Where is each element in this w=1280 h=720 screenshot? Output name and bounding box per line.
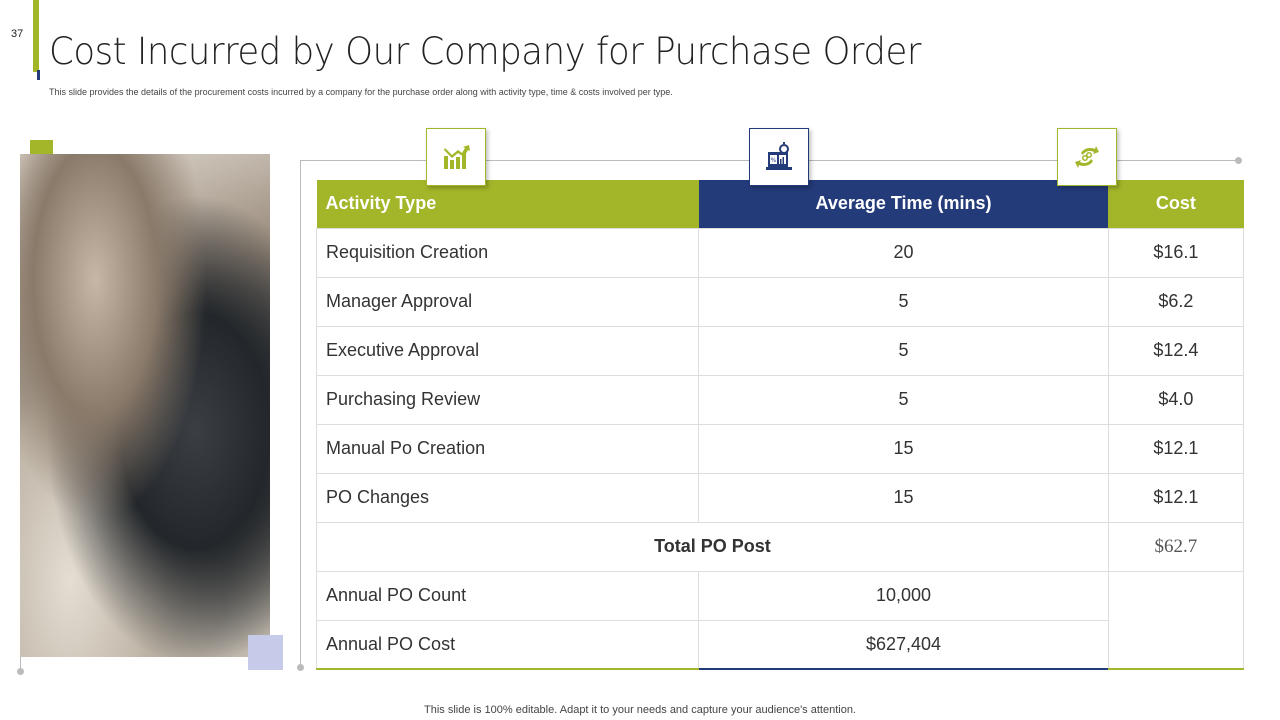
- average-time-cell: 5: [698, 276, 1109, 327]
- growth-chart-icon-box: [426, 128, 486, 186]
- cost-cell: $12.1: [1107, 423, 1245, 474]
- average-time-cell: 5: [698, 325, 1109, 376]
- average-time-cell: 5: [698, 374, 1109, 425]
- purchase-order-cost-table: Activity Type Average Time (mins) Cost R…: [315, 180, 1245, 670]
- table-row: PO Changes 15 $12.1: [315, 472, 1245, 523]
- decor-square-lavender: [248, 635, 283, 670]
- annual-label: Annual PO Count: [315, 570, 700, 621]
- table-row: Executive Approval 5 $12.4: [315, 325, 1245, 376]
- table-row-annual: Annual PO Count 10,000: [315, 570, 1245, 670]
- total-value: $62.7: [1107, 521, 1245, 572]
- stopwatch-report-icon: %: [766, 142, 792, 170]
- cost-cell: $12.4: [1107, 325, 1245, 376]
- total-label: Total PO Post: [316, 521, 1109, 572]
- footer-note: This slide is 100% editable. Adapt it to…: [424, 704, 856, 716]
- table-row: Requisition Creation 20 $16.1: [315, 227, 1245, 278]
- office-laptops-photo: [20, 154, 270, 657]
- activity-type-cell: Manager Approval: [315, 276, 700, 327]
- activity-type-cell: Purchasing Review: [315, 374, 700, 425]
- header-cost: Cost: [1108, 180, 1244, 228]
- header-average-time: Average Time (mins): [698, 180, 1109, 228]
- growth-chart-icon: [444, 145, 470, 169]
- table-row: Manual Po Creation 15 $12.1: [315, 423, 1245, 474]
- activity-type-cell: Manual Po Creation: [315, 423, 700, 474]
- stopwatch-report-icon-box: %: [749, 128, 809, 186]
- page-subtitle: This slide provides the details of the p…: [49, 87, 673, 97]
- table-row-total: Total PO Post $62.7: [316, 521, 1245, 572]
- page-title: Cost Incurred by Our Company for Purchas…: [49, 30, 922, 73]
- money-exchange-icon: [1075, 146, 1099, 168]
- line-dot: [297, 664, 304, 671]
- line-dot: [1235, 157, 1242, 164]
- money-exchange-icon-box: [1057, 128, 1117, 186]
- slide-number: 37: [11, 28, 24, 40]
- table-row: Purchasing Review 5 $4.0: [315, 374, 1245, 425]
- table-row: Manager Approval 5 $6.2: [315, 276, 1245, 327]
- annual-label: Annual PO Cost: [315, 619, 700, 670]
- activity-type-cell: Requisition Creation: [315, 227, 700, 278]
- title-accent-bar-blue: [37, 70, 40, 80]
- average-time-cell: 15: [698, 472, 1109, 523]
- cost-cell: $16.1: [1107, 227, 1245, 278]
- average-time-cell: 15: [698, 423, 1109, 474]
- table-header-row: Activity Type Average Time (mins) Cost: [316, 180, 1244, 228]
- annual-value: 10,000: [698, 570, 1109, 621]
- cost-cell: $4.0: [1107, 374, 1245, 425]
- empty-cell: [1107, 570, 1245, 670]
- header-activity-type: Activity Type: [316, 180, 699, 228]
- annual-value: $627,404: [698, 619, 1109, 670]
- divider-line: [20, 657, 21, 671]
- cost-cell: $12.1: [1107, 472, 1245, 523]
- table-row-annual: Annual PO Cost $627,404: [315, 619, 1244, 670]
- activity-type-cell: PO Changes: [315, 472, 700, 523]
- svg-text:%: %: [771, 157, 777, 164]
- average-time-cell: 20: [698, 227, 1109, 278]
- cost-cell: $6.2: [1107, 276, 1245, 327]
- activity-type-cell: Executive Approval: [315, 325, 700, 376]
- divider-line: [300, 160, 301, 667]
- title-accent-bar: [33, 0, 39, 72]
- line-dot: [17, 668, 24, 675]
